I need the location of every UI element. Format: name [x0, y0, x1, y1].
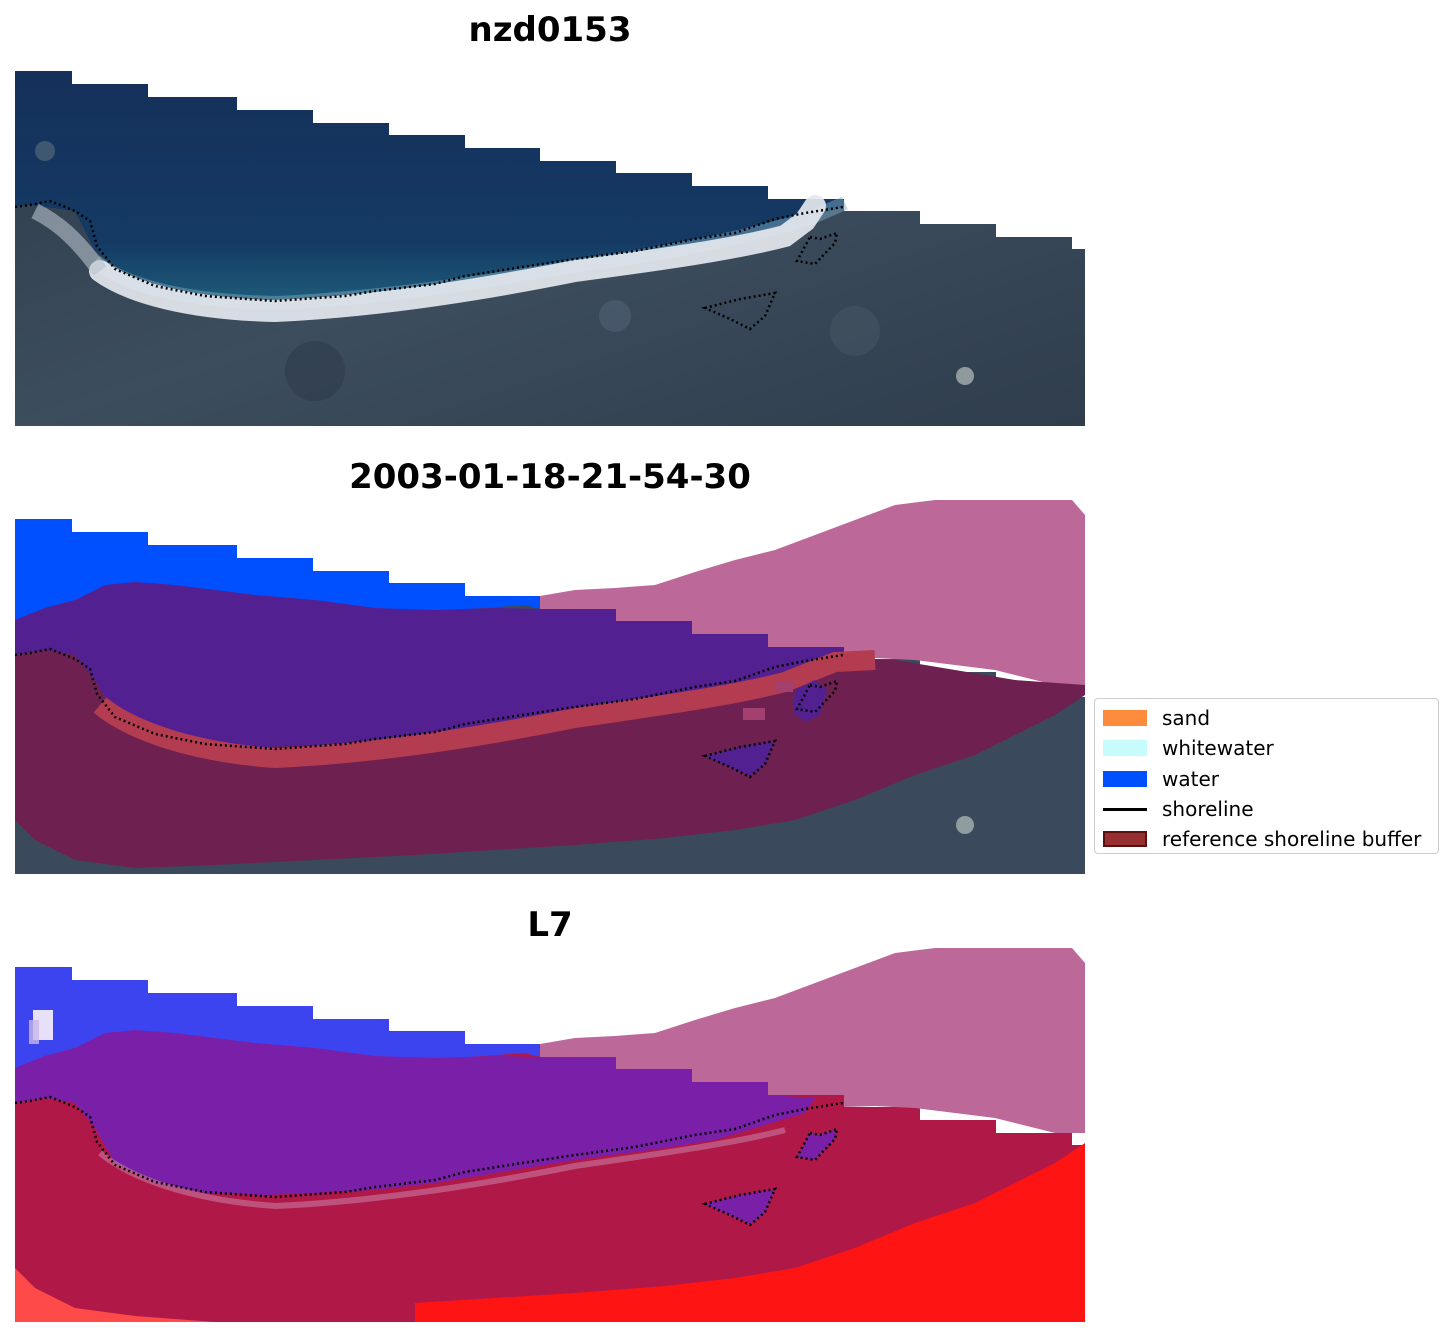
buffer-swatch: [1103, 831, 1147, 848]
sand-swatch: [1103, 710, 1147, 727]
panel-title-index: L7: [527, 905, 573, 945]
legend: sand whitewater water shoreline referenc…: [1094, 698, 1439, 854]
legend-item-whitewater: whitewater: [1095, 733, 1438, 763]
index-image: [15, 948, 1085, 1322]
legend-label: shoreline: [1162, 797, 1254, 822]
legend-item-sand: sand: [1095, 703, 1438, 733]
shoreline-swatch: [1103, 807, 1147, 811]
panel-title-rgb: nzd0153: [468, 10, 632, 50]
satellite-rgb-image: [15, 71, 1085, 426]
legend-label: sand: [1162, 706, 1211, 731]
legend-item-buffer: reference shoreline buffer: [1095, 824, 1438, 854]
legend-item-shoreline: shoreline: [1095, 794, 1438, 824]
legend-label: whitewater: [1162, 736, 1274, 761]
classified-image: [15, 500, 1085, 874]
legend-item-water: water: [1095, 764, 1438, 794]
panel-title-classified: 2003-01-18-21-54-30: [349, 457, 751, 497]
whitewater-swatch: [1103, 740, 1147, 757]
legend-label: reference shoreline buffer: [1162, 827, 1422, 852]
legend-label: water: [1162, 766, 1219, 791]
water-swatch: [1103, 770, 1147, 787]
